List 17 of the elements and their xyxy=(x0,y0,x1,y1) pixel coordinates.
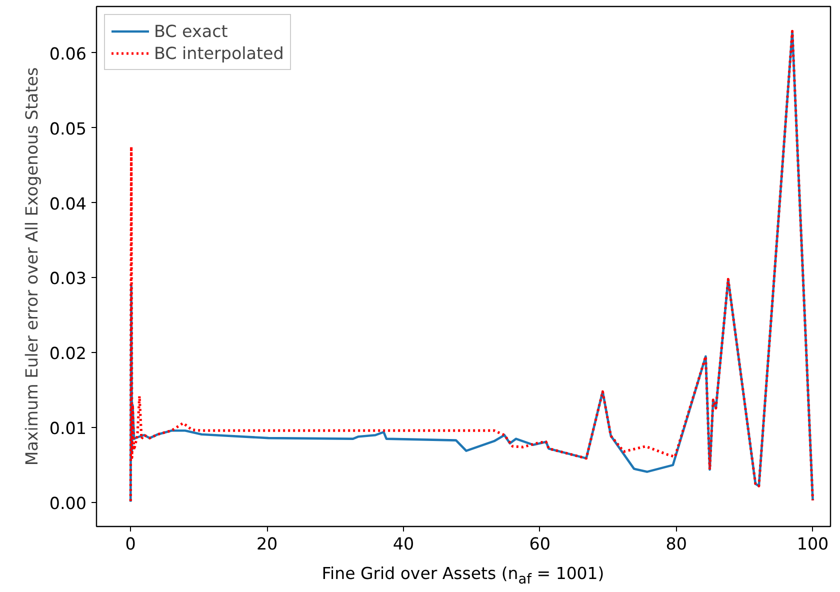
y-tick-label: 0.03 xyxy=(49,269,87,288)
x-tick-label: 80 xyxy=(666,534,687,554)
x-tick-label: 100 xyxy=(796,534,829,554)
y-tick-label: 0.05 xyxy=(49,119,87,138)
y-tick-label: 0.00 xyxy=(49,494,87,514)
legend-label: BC exact xyxy=(154,22,228,40)
x-tick-label: 0 xyxy=(125,534,136,554)
x-tick-label: 40 xyxy=(392,534,414,554)
legend-label: BC interpolated xyxy=(154,44,284,62)
y-tick-label: 0.02 xyxy=(49,344,87,364)
y-tick-label: 0.04 xyxy=(49,194,87,214)
y-tick-label: 0.01 xyxy=(49,419,87,438)
y-axis-title: Maximum Euler error over All Exogenous States xyxy=(22,67,42,466)
x-tick-label: 60 xyxy=(529,534,551,554)
x-tick-label: 20 xyxy=(256,534,278,554)
x-axis-title: Fine Grid over Assets (n$_{af}$ = 1001) xyxy=(322,563,604,590)
y-tick-label: 0.06 xyxy=(49,44,87,64)
